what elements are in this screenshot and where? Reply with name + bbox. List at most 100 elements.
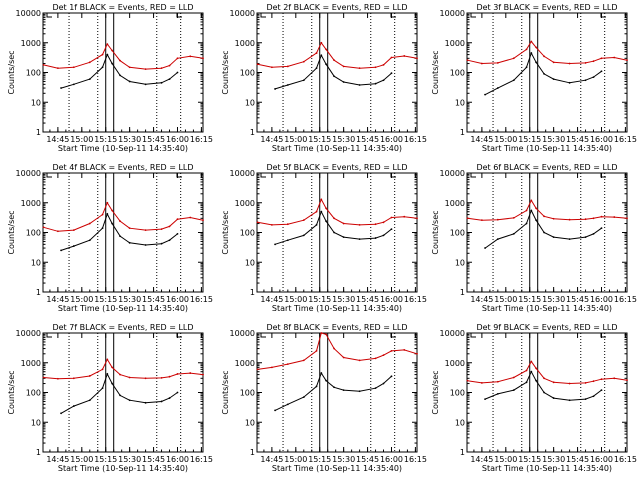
data-point-lld bbox=[88, 375, 91, 377]
data-point-lld bbox=[480, 382, 483, 384]
data-point-events bbox=[568, 238, 571, 241]
data-point-lld bbox=[160, 228, 163, 231]
data-point-lld bbox=[416, 217, 418, 220]
panel-title: Det 5f BLACK = Events, RED = LLD bbox=[266, 163, 407, 172]
data-point-events bbox=[552, 397, 555, 399]
data-point-events bbox=[374, 237, 377, 239]
data-point-events bbox=[592, 76, 595, 79]
plot-frame bbox=[42, 332, 204, 453]
x-axis-label: Start Time (10-Sep-11 14:35:40) bbox=[482, 304, 612, 313]
corner-mark bbox=[600, 13, 606, 18]
x-tick-label: 15:15 bbox=[94, 455, 117, 464]
x-tick-label: 15:15 bbox=[94, 135, 117, 144]
corner-mark bbox=[46, 13, 52, 18]
data-point-events bbox=[128, 80, 131, 83]
data-point-events bbox=[315, 224, 318, 226]
data-point-events bbox=[325, 379, 328, 382]
data-point-lld bbox=[568, 218, 571, 221]
data-point-lld bbox=[552, 217, 555, 220]
y-axis-label: Counts/sec bbox=[431, 210, 440, 254]
data-point-lld bbox=[382, 64, 385, 66]
data-point-lld bbox=[320, 332, 323, 334]
data-point-lld bbox=[42, 376, 45, 379]
y-axis-label: Counts/sec bbox=[431, 50, 440, 94]
corner-mark bbox=[470, 173, 476, 178]
data-point-lld bbox=[119, 220, 121, 223]
y-tick-label: 1 bbox=[250, 288, 255, 297]
data-point-lld bbox=[584, 218, 587, 221]
x-tick-label: 15:30 bbox=[332, 135, 355, 144]
data-point-lld bbox=[543, 55, 545, 58]
x-tick-label: 16:00 bbox=[380, 455, 403, 464]
data-point-lld bbox=[600, 378, 603, 381]
x-tick-label: 16:15 bbox=[404, 135, 427, 144]
data-point-events bbox=[333, 386, 335, 389]
x-tick-label: 15:45 bbox=[566, 295, 589, 304]
data-point-events bbox=[512, 232, 515, 235]
series-line-lld bbox=[257, 41, 418, 69]
panel-5: Det 5f BLACK = Events, RED = LLD 1 10 100 10… bbox=[221, 163, 427, 313]
data-point-lld bbox=[382, 354, 385, 357]
data-point-events bbox=[333, 231, 335, 234]
data-point-events bbox=[568, 81, 571, 84]
x-tick-label: 15:45 bbox=[356, 135, 379, 144]
corner-mark bbox=[390, 13, 396, 18]
x-tick-label: 16:15 bbox=[614, 455, 637, 464]
data-point-lld bbox=[626, 217, 628, 220]
data-point-lld bbox=[568, 382, 571, 385]
y-axis-label: Counts/sec bbox=[7, 210, 16, 254]
data-point-lld bbox=[256, 221, 259, 224]
data-point-lld bbox=[189, 216, 192, 219]
x-tick-label: 15:30 bbox=[332, 455, 355, 464]
x-tick-label: 14:45 bbox=[260, 295, 283, 304]
corner-mark bbox=[260, 173, 266, 178]
data-point-lld bbox=[72, 229, 75, 232]
x-tick-label: 16:00 bbox=[590, 295, 613, 304]
data-point-lld bbox=[189, 55, 192, 58]
data-point-lld bbox=[530, 360, 533, 363]
data-point-lld bbox=[168, 225, 171, 228]
data-point-lld bbox=[168, 375, 171, 378]
data-point-lld bbox=[592, 217, 595, 220]
data-point-lld bbox=[584, 62, 587, 64]
data-point-lld bbox=[101, 213, 104, 216]
plot-frame bbox=[256, 172, 418, 293]
x-axis-label: Start Time (10-Sep-11 14:35:40) bbox=[58, 464, 188, 473]
y-tick-label: 1 bbox=[460, 448, 465, 457]
data-point-events bbox=[525, 66, 528, 69]
data-point-lld bbox=[525, 209, 528, 212]
series-line-events bbox=[274, 54, 392, 90]
data-point-lld bbox=[168, 64, 171, 67]
series-line-lld bbox=[467, 360, 628, 385]
data-point-events bbox=[176, 391, 179, 394]
x-tick-label: 15:00 bbox=[70, 135, 93, 144]
y-tick-label: 10000 bbox=[230, 9, 255, 18]
y-axis-label: Counts/sec bbox=[7, 50, 16, 94]
panel-3: Det 3f BLACK = Events, RED = LLD 1 10 100 10… bbox=[431, 3, 637, 153]
x-axis-label: Start Time (10-Sep-11 14:35:40) bbox=[272, 304, 402, 313]
x-tick-label: 15:00 bbox=[284, 135, 307, 144]
data-point-lld bbox=[333, 217, 335, 220]
x-axis-label: Start Time (10-Sep-11 14:35:40) bbox=[272, 464, 402, 473]
data-point-events bbox=[72, 83, 75, 86]
x-tick-label: 15:15 bbox=[308, 295, 331, 304]
x-tick-label: 14:45 bbox=[260, 135, 283, 144]
corner-mark bbox=[176, 333, 182, 338]
x-tick-label: 15:00 bbox=[284, 295, 307, 304]
y-tick-label: 1000 bbox=[235, 39, 255, 48]
data-point-events bbox=[600, 389, 603, 392]
data-point-lld bbox=[512, 376, 515, 379]
data-point-lld bbox=[315, 210, 318, 213]
data-point-events bbox=[302, 234, 305, 237]
data-point-lld bbox=[626, 59, 628, 62]
x-tick-label: 15:00 bbox=[70, 295, 93, 304]
data-point-events bbox=[390, 375, 393, 378]
data-point-events bbox=[315, 385, 318, 388]
data-point-lld bbox=[106, 43, 109, 46]
data-point-lld bbox=[600, 57, 603, 60]
data-point-events bbox=[106, 53, 109, 56]
x-tick-label: 15:00 bbox=[284, 455, 307, 464]
x-tick-label: 15:45 bbox=[356, 455, 379, 464]
plot-frame bbox=[466, 12, 628, 133]
data-point-events bbox=[568, 399, 571, 402]
